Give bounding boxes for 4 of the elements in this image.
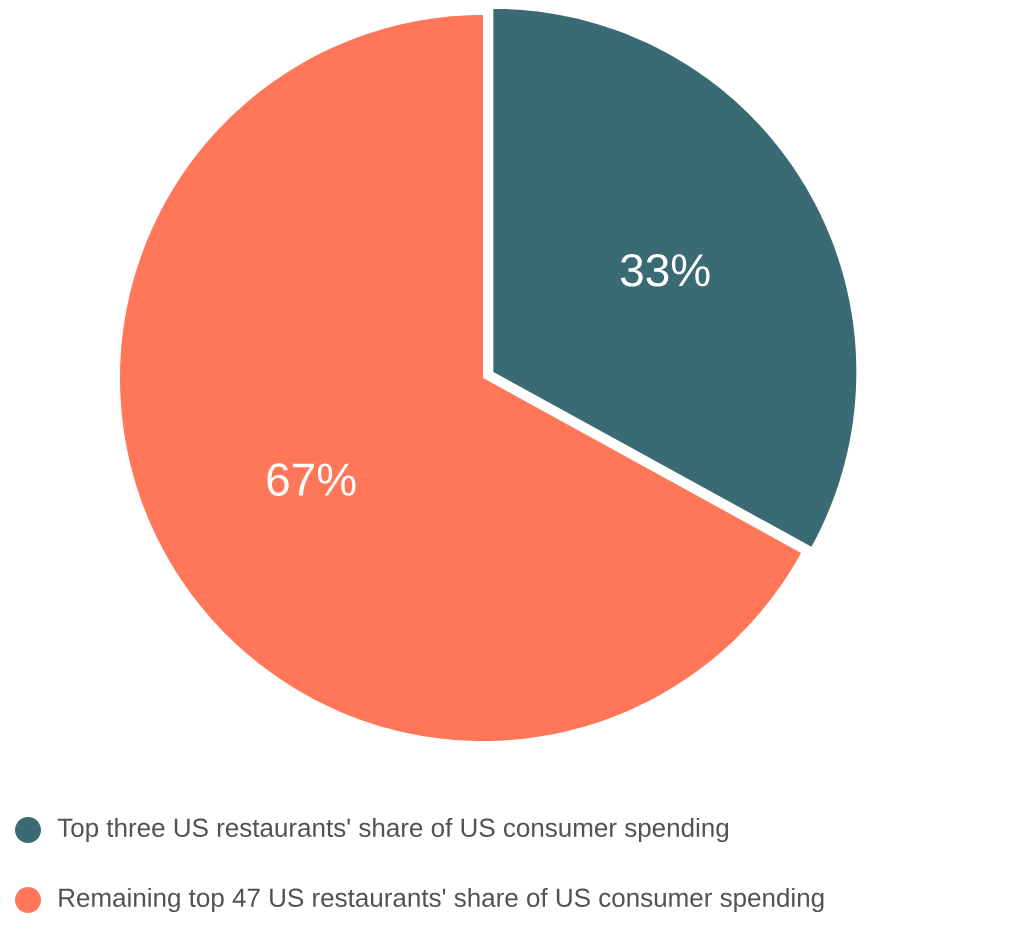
data-label: 67% <box>267 463 356 496</box>
legend-label: Top three US restaurants' share of US consumer spending <box>57 817 729 843</box>
legend-label: Remaining top 47 US restaurants' share of US consumer spending <box>59 887 824 913</box>
data-label: 33% <box>620 253 710 287</box>
